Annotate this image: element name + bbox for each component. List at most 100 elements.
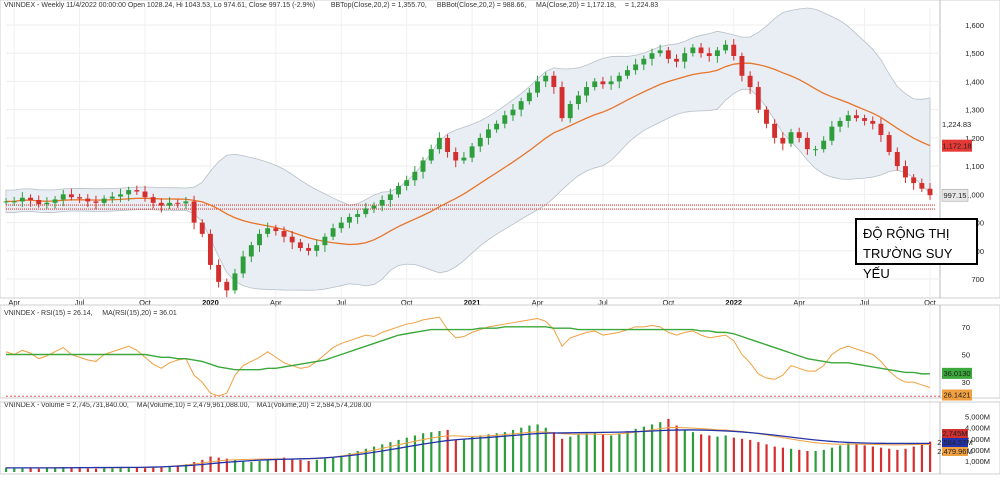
- volume-bar: [462, 438, 466, 472]
- candle-body: [297, 242, 303, 248]
- volume-bar: [323, 458, 327, 472]
- volume-bar: [413, 435, 417, 472]
- candle-body: [649, 53, 655, 59]
- volume-bar: [561, 438, 564, 472]
- volume-bar: [610, 435, 613, 472]
- x-tick-label: Oct: [139, 298, 152, 307]
- candle-body: [257, 233, 262, 246]
- price-header-item: = 1,224.83: [625, 2, 658, 9]
- volume-bar: [544, 427, 547, 472]
- candle-body: [265, 228, 271, 234]
- candle-body: [363, 208, 369, 215]
- volume-header-item: VNINDEX -: [4, 402, 40, 409]
- price-tick-label: 1,600: [965, 21, 984, 30]
- candle-body: [739, 56, 745, 76]
- volume-bar: [585, 433, 588, 472]
- candle-body: [731, 44, 737, 56]
- candle-body: [338, 222, 344, 229]
- volume-bar: [634, 428, 637, 472]
- volume-bar: [814, 450, 817, 472]
- volume-tick-label: 5,000M: [965, 413, 990, 422]
- volume-bar: [274, 458, 278, 472]
- last-close-tag: [941, 188, 969, 202]
- volume-bar: [454, 439, 457, 472]
- volume-bar: [266, 459, 269, 472]
- candle-body: [853, 115, 859, 119]
- candle-body: [886, 135, 892, 152]
- volume-bar: [536, 424, 539, 472]
- x-tick-label: Jul: [336, 298, 346, 307]
- candle-body: [207, 233, 213, 265]
- candle-body: [216, 264, 222, 282]
- candle-body: [772, 123, 778, 138]
- volume-bar: [176, 465, 179, 472]
- rsi-ma-tag: [942, 367, 972, 379]
- volume-tick-label: 1,000M: [965, 457, 990, 466]
- candle-body: [44, 202, 50, 205]
- price-header-item: VNINDEX - Weekly 11/4/2022 00:00:00 Open…: [4, 2, 315, 9]
- volume-bar: [642, 426, 646, 472]
- price-tick-label: 1,500: [965, 49, 984, 58]
- volume-bar: [691, 432, 695, 472]
- volume-bar: [405, 437, 408, 472]
- annotation-line-2: TRƯỜNG SUY YẾU: [863, 246, 953, 281]
- volume-bar: [225, 458, 228, 472]
- volume-bar: [5, 467, 8, 472]
- volume-bar: [233, 459, 237, 472]
- volume-bar: [201, 459, 204, 472]
- volume-bar: [78, 468, 81, 472]
- candle-body: [396, 185, 401, 195]
- candle-body: [821, 140, 827, 150]
- x-tick-label: Oct: [924, 298, 937, 307]
- candle-body: [445, 137, 451, 152]
- volume-bar: [242, 460, 245, 472]
- candle-body: [862, 118, 868, 121]
- candle-body: [52, 199, 58, 203]
- candle-body: [657, 50, 663, 54]
- volume-bar: [389, 442, 392, 472]
- volume-bar: [487, 434, 490, 472]
- candle-body: [85, 198, 91, 202]
- volume-bar: [29, 467, 32, 472]
- candle-body: [126, 190, 132, 195]
- candle-body: [175, 202, 181, 204]
- candle-body: [641, 58, 647, 65]
- candle-body: [837, 120, 843, 127]
- rsi-tick-label: 70: [962, 323, 970, 332]
- volume-bar: [70, 467, 73, 472]
- volume-bar: [577, 434, 580, 472]
- price-tick-label: 1,000: [965, 190, 984, 199]
- annotation-box: ĐỘ RỘNG THỊ TRƯỜNG SUY YẾU: [855, 218, 978, 281]
- volume-bar: [700, 434, 703, 472]
- candle-body: [477, 137, 483, 147]
- volume-bar: [291, 458, 294, 472]
- candle-body: [919, 183, 925, 189]
- volume-bar: [708, 435, 711, 472]
- candle-body: [118, 194, 123, 197]
- price-frame: [0, 0, 1000, 299]
- price-header-item: BBBot(Close,20,2) = 988.66,: [437, 2, 526, 9]
- candle-body: [788, 132, 794, 144]
- volume-bar: [364, 448, 367, 472]
- volume-value-tag: [942, 438, 968, 447]
- x-tick-label: Oct: [663, 298, 676, 307]
- candle-body: [355, 214, 361, 217]
- rsi-value-label: 26.1421: [943, 391, 970, 400]
- candle-body: [314, 245, 320, 251]
- candle-body: [306, 248, 312, 251]
- volume-bar: [21, 467, 24, 472]
- candle-body: [142, 191, 148, 198]
- x-tick-label: Apr: [532, 298, 544, 307]
- candle-body: [109, 196, 115, 199]
- candle-body: [346, 216, 352, 223]
- candle-body: [19, 197, 25, 202]
- volume-bar: [650, 424, 654, 472]
- x-tick-label: Jul: [860, 298, 870, 307]
- x-tick-label: 2022: [725, 298, 742, 307]
- candle-body: [584, 87, 590, 96]
- candle-body: [526, 92, 532, 102]
- candle-body: [698, 47, 704, 54]
- volume-bar: [62, 467, 65, 472]
